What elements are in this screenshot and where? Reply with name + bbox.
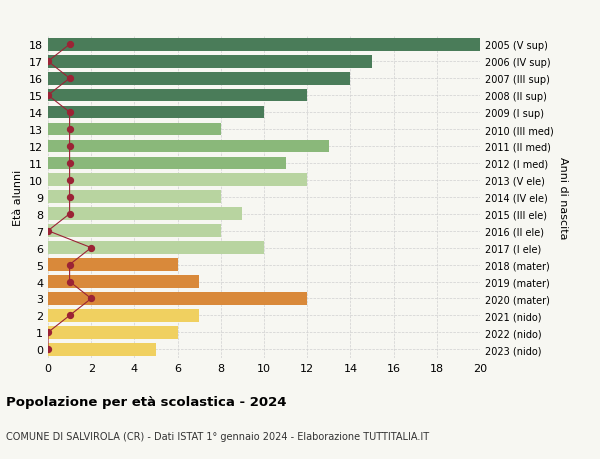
Point	[65, 211, 74, 218]
Y-axis label: Anni di nascita: Anni di nascita	[557, 156, 568, 239]
Bar	[48, 140, 329, 153]
Point	[65, 143, 74, 150]
Bar	[48, 157, 286, 170]
Point	[65, 261, 74, 269]
Bar	[48, 208, 242, 221]
Bar	[48, 259, 178, 271]
Point	[65, 278, 74, 285]
Y-axis label: Età alunni: Età alunni	[13, 169, 23, 225]
Point	[65, 41, 74, 49]
Point	[43, 92, 53, 100]
Bar	[48, 343, 156, 356]
Point	[65, 160, 74, 167]
Point	[65, 312, 74, 319]
Point	[86, 295, 96, 302]
Point	[65, 177, 74, 184]
Bar	[48, 309, 199, 322]
Point	[86, 245, 96, 252]
Point	[65, 126, 74, 134]
Text: Popolazione per età scolastica - 2024: Popolazione per età scolastica - 2024	[6, 395, 287, 408]
Bar	[48, 106, 264, 119]
Point	[43, 346, 53, 353]
Point	[43, 329, 53, 336]
Point	[43, 58, 53, 66]
Bar	[48, 275, 199, 288]
Bar	[48, 174, 307, 187]
Bar	[48, 326, 178, 339]
Point	[43, 228, 53, 235]
Bar	[48, 56, 372, 68]
Bar	[48, 39, 480, 51]
Bar	[48, 90, 307, 102]
Bar	[48, 242, 264, 254]
Point	[65, 194, 74, 201]
Point	[65, 75, 74, 83]
Text: COMUNE DI SALVIROLA (CR) - Dati ISTAT 1° gennaio 2024 - Elaborazione TUTTITALIA.: COMUNE DI SALVIROLA (CR) - Dati ISTAT 1°…	[6, 431, 429, 442]
Bar	[48, 123, 221, 136]
Bar	[48, 191, 221, 204]
Point	[65, 109, 74, 117]
Bar	[48, 225, 221, 237]
Bar	[48, 73, 350, 85]
Bar	[48, 292, 307, 305]
